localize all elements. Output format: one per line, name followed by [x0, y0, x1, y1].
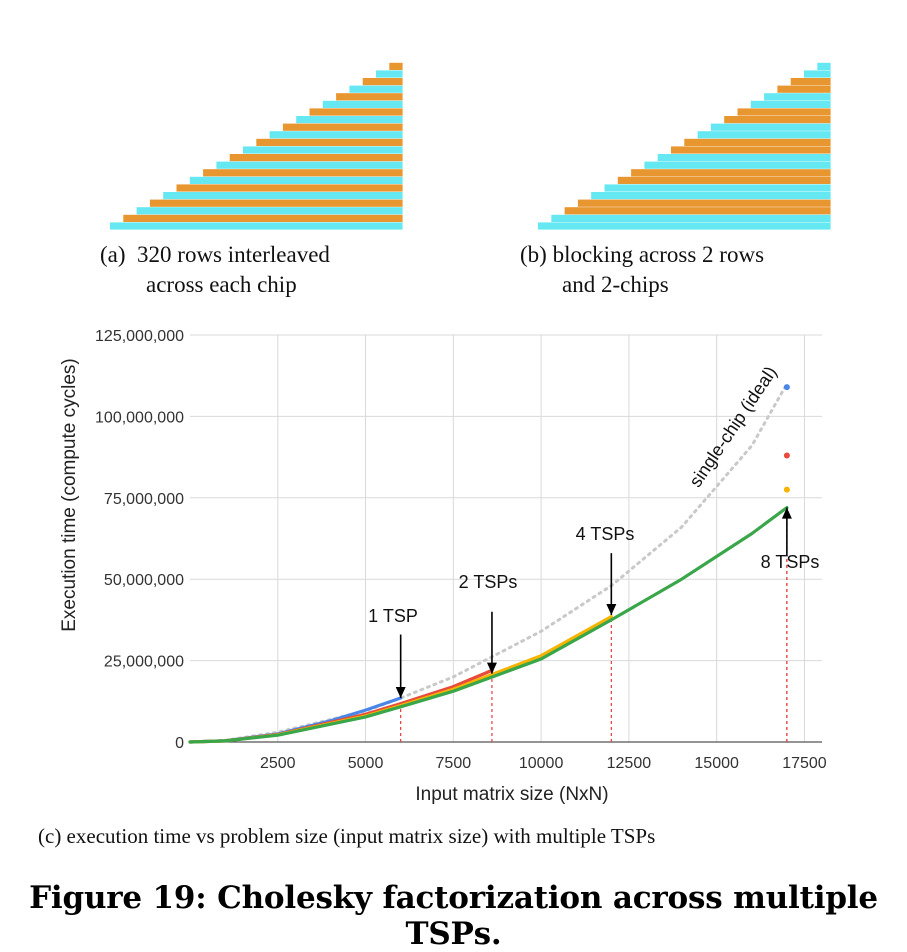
tri-a-row — [336, 93, 403, 101]
tri-a-row — [349, 85, 403, 93]
tri-b-row — [617, 176, 831, 184]
subfigure-b-label: (b) — [520, 242, 547, 267]
tri-b-row — [551, 214, 831, 222]
subfigure-b-caption: (b) blocking across 2 rows and 2-chips — [520, 240, 764, 300]
subfigure-c-caption: (c) execution time vs problem size (inpu… — [38, 824, 656, 848]
series-point — [783, 384, 790, 391]
figure-title: Figure 19: Cholesky factorization across… — [29, 880, 878, 952]
subfigure-a-label: (a) — [100, 242, 126, 267]
tri-b-row — [604, 184, 831, 192]
tri-a-row — [376, 70, 403, 78]
annotation-label: 1 TSP — [368, 606, 418, 626]
tri-a-row — [282, 123, 403, 131]
tri-a-row — [229, 154, 403, 162]
tri-b-row — [790, 78, 831, 86]
tri-a-row — [322, 100, 403, 108]
tri-b-row — [591, 192, 831, 200]
y-tick-label: 50,000,000 — [104, 572, 184, 589]
tri-b-row — [631, 169, 831, 177]
tri-a-row — [203, 169, 403, 177]
execution-time-chart: 0 25,000,000 50,000,000 75,000,000 100,000,0… — [59, 328, 827, 805]
blocked-triangle-diagram — [538, 62, 831, 230]
row-interleaved-triangle-diagram — [110, 62, 403, 230]
tri-b-row — [750, 100, 831, 108]
tri-b-row — [817, 62, 831, 70]
tri-a-row — [362, 78, 403, 86]
tri-b-row — [684, 138, 831, 146]
series-line-ideal — [188, 382, 789, 744]
tri-b-row — [564, 207, 831, 215]
subfigure-a-line2: across each chip — [146, 272, 297, 297]
series-line-2 — [188, 668, 494, 744]
x-axis-label: Input matrix size (NxN) — [415, 784, 608, 805]
chart-grid: 0 25,000,000 50,000,000 75,000,000 100,000,0… — [95, 328, 827, 772]
tri-a-row — [189, 176, 403, 184]
tri-a-row — [216, 161, 403, 169]
x-tick-label: 17500 — [782, 755, 827, 772]
series-point — [783, 452, 790, 459]
tri-a-row — [163, 192, 403, 200]
tri-b-row — [697, 131, 831, 139]
y-tick-label: 125,000,000 — [95, 328, 184, 345]
y-tick-label: 100,000,000 — [95, 409, 184, 426]
tri-b-row — [764, 93, 831, 101]
tri-b-row — [710, 123, 831, 131]
series-line-4 — [188, 506, 789, 744]
y-axis-label: Execution time (compute cycles) — [59, 358, 80, 632]
tri-b-row — [538, 222, 831, 230]
tri-b-row — [724, 116, 831, 124]
chart-series — [188, 382, 790, 744]
tri-b-row — [777, 85, 831, 93]
annotation-arrowhead — [395, 687, 406, 699]
series-line-1 — [188, 696, 403, 744]
annotation-arrowhead — [486, 662, 497, 674]
subfigure-b-line2: and 2-chips — [562, 272, 669, 297]
x-tick-label: 10000 — [519, 755, 564, 772]
tri-b-row — [577, 199, 831, 207]
annotation-arrowhead — [781, 507, 792, 519]
chart-annotations: 1 TSP 2 TSPs 4 TSPs 8 TSPs single-chip (idea… — [368, 363, 820, 699]
x-tick-label: 5000 — [348, 755, 384, 772]
ideal-line-label: single-chip (ideal) — [685, 363, 780, 491]
annotation-label: 4 TSPs — [576, 524, 635, 544]
subfigure-a-caption: (a) 320 rows interleaved across each chi… — [100, 240, 330, 300]
tri-b-row — [804, 70, 831, 78]
x-tick-label: 2500 — [260, 755, 296, 772]
series-point — [783, 486, 790, 493]
tri-a-row — [389, 62, 403, 70]
tri-a-row — [296, 116, 403, 124]
tri-b-row — [644, 161, 831, 169]
annotation-arrowhead — [606, 604, 617, 616]
x-tick-label: 15000 — [694, 755, 739, 772]
tri-a-row — [136, 207, 403, 215]
tri-b-row — [657, 154, 831, 162]
tri-a-row — [243, 146, 403, 154]
subfigure-a-line1: 320 rows interleaved — [137, 242, 330, 267]
tri-a-row — [269, 131, 403, 139]
tri-a-row — [149, 199, 403, 207]
tri-b-row — [737, 108, 831, 116]
y-tick-label: 75,000,000 — [104, 491, 184, 508]
y-tick-label: 0 — [175, 735, 184, 752]
x-tick-label: 7500 — [436, 755, 472, 772]
annotation-label: 2 TSPs — [459, 572, 518, 592]
x-tick-label: 12500 — [607, 755, 652, 772]
subfigure-b-line1: blocking across 2 rows — [552, 242, 765, 267]
tri-b-row — [671, 146, 831, 154]
tri-a-row — [309, 108, 403, 116]
tri-a-row — [176, 184, 403, 192]
tri-a-row — [110, 222, 403, 230]
y-tick-label: 25,000,000 — [104, 654, 184, 671]
annotation-label: 8 TSPs — [761, 552, 820, 572]
tri-a-row — [123, 214, 403, 222]
tri-a-row — [256, 138, 403, 146]
